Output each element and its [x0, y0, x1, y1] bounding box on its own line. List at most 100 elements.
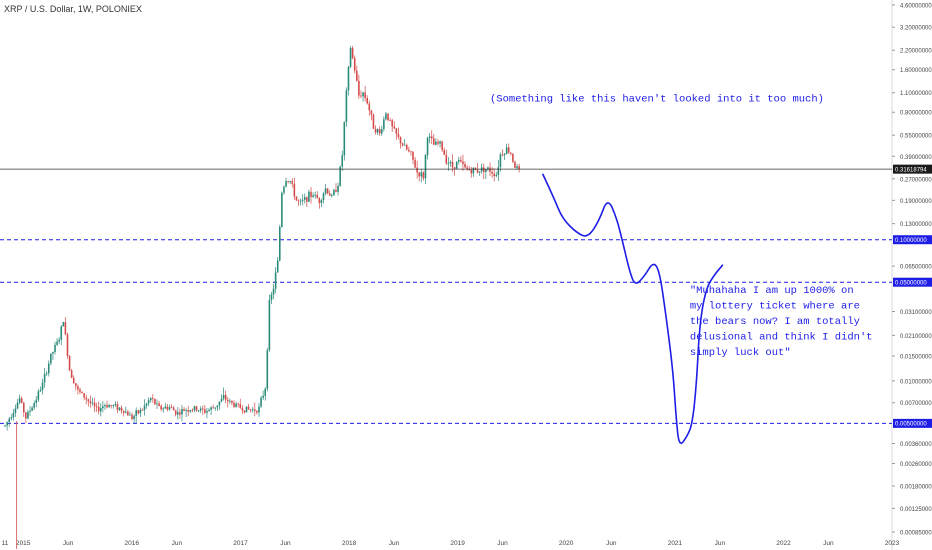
candle-body [443, 150, 446, 155]
candle-body [166, 406, 169, 410]
time-tick-label: Jun [280, 540, 291, 547]
candle-body [414, 159, 416, 168]
candle-body [322, 193, 325, 201]
candle-body [35, 399, 38, 404]
candle-body [27, 411, 29, 419]
candle-body [291, 181, 294, 184]
candle-body [70, 370, 73, 378]
candle-body [197, 410, 200, 412]
candle-body [137, 410, 140, 414]
price-axis: 4.60000000 3.20000000 2.20000000 1.60000000… [891, 0, 932, 550]
candle-body [328, 193, 331, 196]
annotation-line: delusional and think I didn't [690, 331, 873, 343]
candle-body [397, 133, 400, 137]
candle-body [462, 161, 464, 165]
candle-body [110, 405, 113, 406]
candle-body [95, 406, 98, 408]
candle-body [231, 400, 233, 403]
candle-body [20, 398, 23, 403]
candle-body [79, 389, 81, 392]
price-tick-label: 0.00180000 [900, 485, 932, 491]
price-tick-label: 0.01500000 [900, 355, 932, 361]
candle-body [380, 129, 383, 134]
candle-body [210, 407, 212, 410]
candle-body [160, 405, 162, 410]
candle-body [499, 154, 502, 168]
candle-body [460, 159, 462, 162]
candle-body [220, 398, 223, 402]
candle-body [33, 403, 35, 408]
candle-body [447, 163, 450, 164]
candle-body [482, 167, 485, 172]
candle-body [60, 326, 63, 340]
candle-body [287, 181, 289, 182]
candle-body [249, 409, 252, 411]
candle-body [77, 386, 79, 390]
price-tick-label: 4.60000000 [900, 4, 932, 10]
candle-body [451, 161, 454, 168]
candle-body [476, 169, 479, 173]
candle-body [505, 147, 508, 154]
price-tick-label: 0.00085000 [900, 531, 932, 537]
annotation-line: my lottery ticket where are [690, 300, 860, 312]
candle-body [89, 401, 92, 404]
candle-body [472, 167, 475, 174]
candle-body [102, 406, 104, 409]
candle-body [124, 411, 127, 413]
candle-body [428, 136, 431, 138]
candle-body [368, 103, 371, 111]
price-tick-label: 1.60000000 [900, 68, 932, 74]
projection-drawing[interactable] [542, 173, 724, 445]
candle-body [68, 355, 71, 371]
price-level-label-bg [893, 277, 932, 287]
candle-body [495, 174, 498, 177]
horizontal-lines[interactable]: 0.10000000 0.05000000 0.00500000 [0, 235, 932, 428]
candle-body [335, 189, 337, 192]
candle-body [299, 200, 302, 202]
candle-body [237, 403, 239, 405]
candle-body [39, 390, 42, 392]
candle-body [141, 409, 144, 411]
candle-body [512, 153, 514, 162]
candle-body [91, 402, 94, 404]
candle-body [366, 98, 369, 104]
candle-body [229, 400, 231, 402]
candle-body [87, 399, 90, 402]
candle-body [310, 191, 312, 197]
price-tick-label: 0.39000000 [900, 155, 932, 161]
candle-body [245, 406, 248, 413]
current-price-line: 0.31618794 [0, 164, 932, 174]
candle-body [283, 186, 285, 193]
time-tick-label: 2017 [233, 540, 248, 547]
candle-body [318, 198, 321, 203]
candle-body [195, 406, 198, 411]
candle-body [41, 382, 44, 391]
time-tick-label: Jun [823, 540, 834, 547]
candle-body [433, 138, 435, 145]
candle-body [262, 395, 264, 398]
candle-body [487, 167, 489, 170]
price-tick-label: 0.13000000 [900, 222, 932, 228]
time-tick-label: 11 [2, 540, 9, 547]
price-tick-label: 1.10000000 [900, 91, 932, 97]
candle-body [251, 409, 254, 411]
candle-body [426, 137, 429, 155]
candle-body [162, 408, 165, 410]
candle-body [58, 339, 60, 342]
candle-body [510, 152, 512, 154]
price-tick-label: 0.00700000 [900, 401, 932, 407]
candle-body [116, 404, 119, 410]
candle-body [493, 173, 495, 177]
candle-body [341, 155, 344, 167]
price-tick-label: 0.27000000 [900, 177, 932, 183]
candle-body [345, 90, 348, 123]
price-level-label: 0.00500000 [895, 422, 927, 428]
candle-body [10, 417, 13, 419]
candle-body [316, 194, 319, 199]
candle-body [308, 191, 310, 202]
candle-body [489, 167, 491, 172]
candle-body [206, 410, 208, 413]
time-tick-label: 2015 [16, 540, 31, 547]
